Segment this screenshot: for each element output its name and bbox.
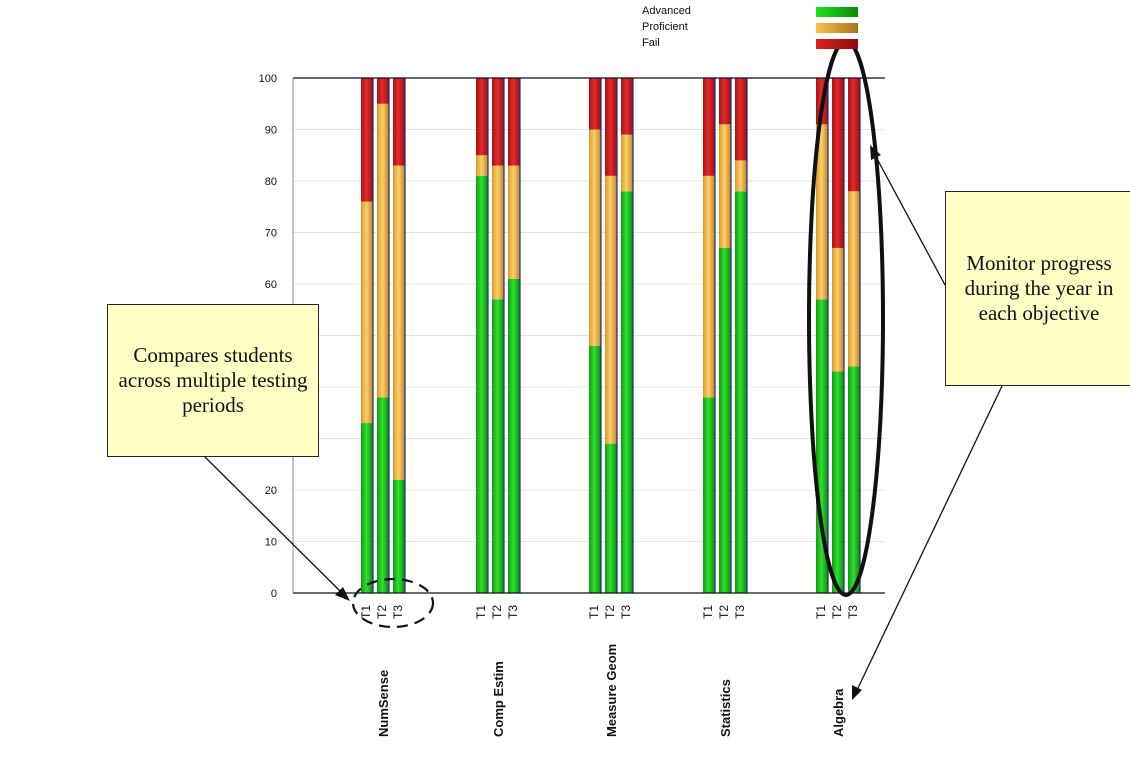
group-label: NumSense — [376, 670, 391, 737]
bar-segment-fail — [492, 78, 504, 166]
bar-segment-fail — [621, 78, 633, 135]
y-tick-label: 60 — [265, 279, 277, 291]
bar-series — [361, 78, 861, 594]
bar-segment-fail — [589, 78, 601, 130]
left-arrow-line — [204, 456, 344, 595]
bar-segment-fail — [735, 78, 747, 161]
period-label: T1 — [359, 605, 373, 619]
group-labels: NumSense Comp Estim Measure Geom Statistics… — [376, 644, 846, 737]
bar-segment-fail — [848, 78, 860, 192]
period-label: T1 — [587, 605, 601, 619]
bar-segment-proficient — [508, 165, 520, 279]
callout-text: Monitor progress during the year in each… — [964, 251, 1114, 325]
bar-segment-proficient — [719, 124, 731, 248]
bar-segment-proficient — [361, 201, 373, 424]
period-label: T2 — [830, 605, 844, 619]
bar-segment-fail — [605, 78, 617, 176]
bar-segment-advanced — [832, 371, 844, 593]
bar-segment-advanced — [719, 247, 731, 593]
right-arrow-up-line — [874, 154, 946, 286]
bar-segment-proficient — [393, 165, 405, 480]
y-tick-label: 0 — [271, 588, 277, 600]
right-arrow-down-head — [852, 685, 862, 700]
bar-segment-proficient — [832, 247, 844, 372]
period-label: T1 — [474, 605, 488, 619]
period-dashed-ellipse — [351, 577, 435, 629]
bar-segment-fail — [377, 78, 389, 104]
legend-label: Fail — [642, 37, 660, 49]
group-label: Statistics — [718, 679, 733, 737]
bar-segment-advanced — [589, 345, 601, 593]
bar-segment-advanced — [703, 397, 715, 593]
callout-compares-periods: Compares students across multiple testin… — [107, 304, 319, 457]
bar-segment-proficient — [605, 175, 617, 444]
bar-segment-fail — [832, 78, 844, 248]
group-label: Measure Geom — [604, 644, 619, 737]
bar-segment-advanced — [492, 299, 504, 593]
period-label: T3 — [733, 605, 747, 619]
y-tick-label: 20 — [265, 485, 277, 497]
group-label: Comp Estim — [491, 661, 506, 737]
bar-segment-advanced — [848, 366, 860, 593]
bar-segment-fail — [393, 78, 405, 166]
bar-segment-advanced — [508, 278, 520, 593]
right-arrow-up-head — [870, 145, 881, 160]
legend-swatch — [816, 7, 858, 17]
legend-swatch — [816, 39, 858, 49]
period-label: T1 — [701, 605, 715, 619]
bar-segment-proficient — [377, 103, 389, 398]
bar-segment-advanced — [393, 479, 405, 593]
period-label: T3 — [846, 605, 860, 619]
legend-label: Advanced — [642, 5, 691, 17]
bar-segment-fail — [476, 78, 488, 156]
bar-segment-advanced — [476, 175, 488, 593]
bar-segment-advanced — [621, 191, 633, 594]
period-label: T3 — [506, 605, 520, 619]
legend-label: Proficient — [642, 21, 688, 33]
bar-segment-proficient — [476, 155, 488, 176]
bar-segment-fail — [703, 78, 715, 176]
period-label: T2 — [717, 605, 731, 619]
bar-segment-proficient — [816, 124, 828, 300]
group-label: Algebra — [831, 688, 846, 737]
bar-segment-advanced — [361, 423, 373, 593]
period-label: T2 — [490, 605, 504, 619]
period-label: T3 — [391, 605, 405, 619]
callout-monitor-progress: Monitor progress during the year in each… — [945, 191, 1130, 386]
bar-segment-proficient — [703, 175, 715, 398]
legend-item-advanced: Advanced — [642, 4, 862, 20]
bar-segment-proficient — [589, 129, 601, 346]
bar-segment-advanced — [605, 443, 617, 593]
bar-segment-fail — [361, 78, 373, 202]
legend-swatch — [816, 23, 858, 33]
legend-item-proficient: Proficient — [642, 20, 862, 36]
legend: Advanced Proficient Fail — [642, 4, 862, 52]
bar-segment-advanced — [377, 397, 389, 593]
bar-segment-proficient — [848, 191, 860, 367]
y-tick-label: 100 — [259, 73, 277, 85]
annotation-marks — [204, 39, 1003, 700]
bar-segment-fail — [508, 78, 520, 166]
legend-item-fail: Fail — [642, 36, 862, 52]
bar-segment-proficient — [621, 134, 633, 192]
left-arrow-head — [335, 587, 350, 601]
bar-segment-proficient — [735, 160, 747, 192]
y-tick-label: 80 — [265, 176, 277, 188]
right-arrow-down-line — [857, 385, 1003, 689]
period-label: T2 — [603, 605, 617, 619]
period-label: T1 — [814, 605, 828, 619]
y-tick-label: 10 — [265, 537, 277, 549]
period-label: T3 — [619, 605, 633, 619]
bar-segment-proficient — [492, 165, 504, 300]
period-label: T2 — [375, 605, 389, 619]
y-tick-label: 70 — [265, 228, 277, 240]
callout-text: Compares students across multiple testin… — [118, 343, 308, 417]
bar-segment-fail — [719, 78, 731, 125]
period-labels: T1 T2 T3 T1 T2 T3 T1 T2 T3 T1 T2 T3 T1 T2 T3 — [359, 605, 860, 619]
bar-segment-advanced — [735, 191, 747, 594]
y-tick-label: 90 — [265, 125, 277, 137]
